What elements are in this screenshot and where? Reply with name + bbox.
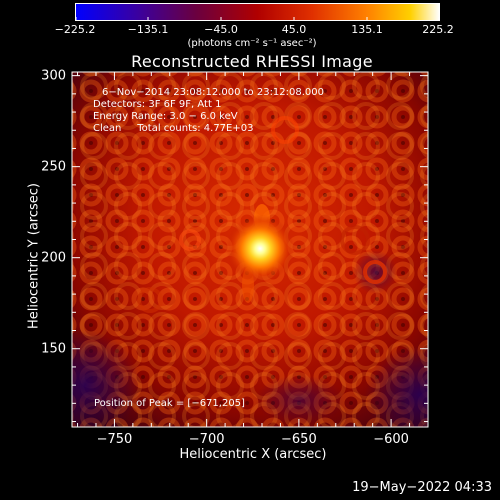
ring-artifact	[340, 225, 370, 255]
annotation-method: Clean Total counts: 4.77E+03	[93, 123, 254, 134]
y-axis-label: Heliocentric Y (arcsec)	[26, 183, 42, 329]
colorbar-tick-label: 225.2	[422, 23, 454, 36]
y-tick-label: 300	[41, 68, 66, 84]
colorbar-gradient	[75, 3, 440, 21]
ring-artifact	[271, 116, 299, 144]
low-flux-region	[353, 250, 397, 294]
low-flux-region	[255, 375, 345, 425]
x-tick-label: −650	[281, 432, 317, 447]
annotation-time-range: 6−Nov−2014 23:08:12.000 to 23:12:08.000	[102, 87, 325, 98]
colorbar-tick-label: 135.1	[351, 23, 383, 36]
chart-title: Reconstructed RHESSI Image	[131, 52, 373, 71]
peak-source	[226, 214, 295, 283]
y-tick-label: 200	[41, 250, 66, 266]
colorbar-tick-label: −45.0	[204, 23, 238, 36]
ring-artifact	[363, 260, 387, 284]
colorbar-tick-label: −225.2	[54, 23, 96, 36]
x-axis-label: Heliocentric X (arcsec)	[179, 447, 327, 462]
x-tick-label: −600	[373, 432, 409, 447]
annotation-detectors: Detectors: 3F 6F 9F, Att 1	[93, 99, 222, 110]
axis-ticks	[72, 72, 429, 427]
annotation-peak-position: Position of Peak = [−671,205]	[94, 398, 245, 409]
colorbar-units: (photons cm⁻² s⁻¹ asec⁻²)	[187, 38, 317, 49]
ring-artifact	[179, 229, 201, 251]
y-tick-label: 150	[41, 341, 66, 357]
colorbar	[75, 3, 440, 21]
low-flux-region	[72, 330, 140, 427]
plot-frame	[71, 71, 429, 428]
y-tick-label: 250	[41, 159, 66, 175]
low-flux-region	[365, 345, 428, 427]
colorbar-tick-label: 45.0	[281, 23, 307, 36]
ring-artifact	[137, 287, 163, 313]
footer-timestamp: 19−May−2022 04:33	[352, 480, 492, 495]
colorbar-tick-label: −135.1	[127, 23, 169, 36]
annotation-energy-range: Energy Range: 3.0 − 6.0 keV	[93, 111, 238, 122]
x-tick-label: −750	[96, 432, 133, 447]
x-tick-label: −700	[188, 432, 225, 447]
